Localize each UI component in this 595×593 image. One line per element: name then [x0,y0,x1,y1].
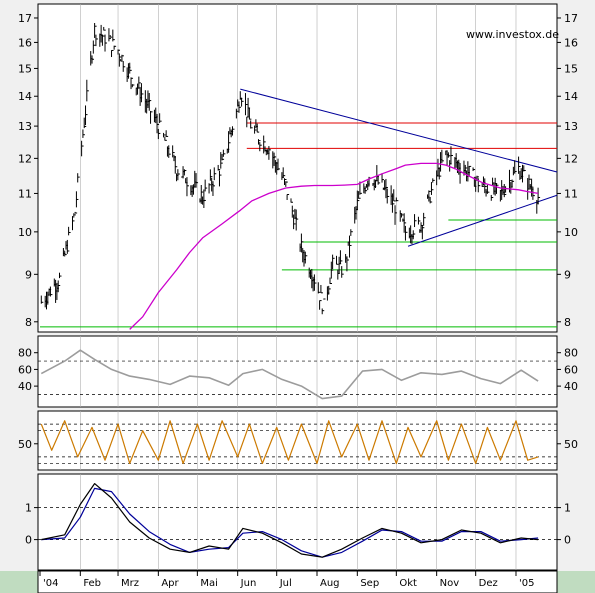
y-tick-label-left: 9 [25,268,32,281]
y-tick-label-right: 16 [564,36,578,49]
y-tick-label-left: 13 [18,120,32,133]
month-label: Nov [440,578,460,589]
month-label: '05 [519,578,534,589]
y-tick-label-right: 8 [564,316,571,329]
y-tick-label-left: 12 [18,152,32,165]
y-tick-label-left: 40 [18,380,32,393]
month-label: Apr [161,578,179,589]
month-label: Mai [200,578,218,589]
month-label: Jul [279,578,292,589]
y-tick-label-left: 17 [18,12,32,25]
downtrend-line [240,88,558,173]
horizontal-levels [40,88,558,328]
stochastic-line [40,420,539,464]
y-tick-label-left: 80 [18,347,32,360]
month-label: Sep [360,578,379,589]
y-tick-label-right: 80 [564,347,578,360]
y-tick-label-left: 11 [18,187,32,200]
y-tick-label-left: 14 [18,90,32,103]
panel-frame-rsi [37,335,558,408]
macd-signal-line [41,487,539,558]
month-label: Okt [399,578,417,589]
y-tick-label-right: 13 [564,120,578,133]
y-tick-label-left: 0 [25,534,32,547]
y-tick-label-right: 50 [564,438,578,451]
y-tick-label-left: 60 [18,363,32,376]
y-tick-label-right: 11 [564,187,578,200]
panel-frame-macd [37,473,558,571]
panel-frame-price [37,3,558,333]
y-tick-label-right: 1 [564,502,571,515]
month-label: Aug [320,578,340,589]
moving-average-line [129,162,539,330]
y-tick-label-left: 10 [18,226,32,239]
y-tick-label-right: 9 [564,268,571,281]
y-tick-label-left: 1 [25,502,32,515]
y-tick-label-left: 50 [18,438,32,451]
y-tick-label-left: 15 [18,62,32,75]
month-label: Feb [83,578,101,589]
macd-line [41,483,539,558]
y-tick-label-right: 60 [564,363,578,376]
y-tick-label-left: 8 [25,316,32,329]
uptrend-line [407,194,558,247]
plot-series [40,22,541,558]
y-tick-label-right: 40 [564,380,578,393]
grid-lines [38,4,557,570]
time-axis-frame [37,570,558,593]
time-axis: '04 Feb Mrz Apr Mai Jun Jul Aug Sep Okt Nov Dez '05 [0,570,595,593]
month-label: Mrz [121,578,139,589]
y-tick-label-right: 12 [564,152,578,165]
y-tick-label-right: 10 [564,226,578,239]
month-label: Dez [479,578,498,589]
month-label: Jun [240,578,257,589]
y-tick-label-left: 16 [18,36,32,49]
y-tick-label-right: 14 [564,90,578,103]
y-tick-label-right: 0 [564,534,571,547]
month-label: '04 [43,578,58,589]
rsi-line [40,349,539,400]
panel-frame-stochastic [37,410,558,471]
y-tick-label-right: 17 [564,12,578,25]
y-tick-label-right: 15 [564,62,578,75]
watermark-text: www.investox.de [466,28,559,41]
